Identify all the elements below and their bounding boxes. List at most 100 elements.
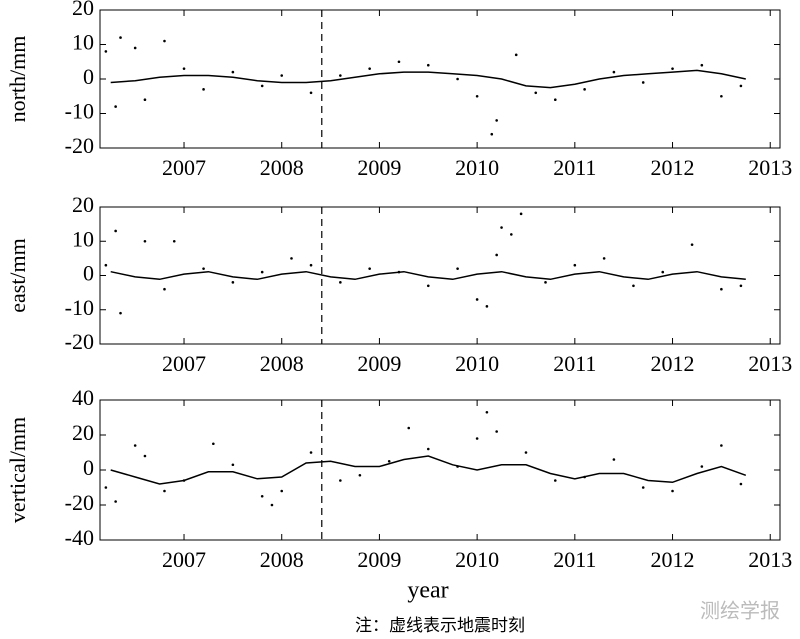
data-point — [260, 494, 264, 498]
plot-frame — [99, 9, 781, 149]
data-point — [739, 84, 743, 88]
data-point — [426, 447, 430, 451]
x-tick-label: 2008 — [260, 547, 304, 572]
data-point — [475, 437, 479, 440]
x-tick-label: 2010 — [455, 547, 499, 572]
data-point — [104, 486, 108, 489]
data-point — [387, 459, 391, 463]
data-point — [119, 36, 122, 39]
data-point — [426, 284, 430, 288]
data-point — [456, 77, 459, 81]
data-point — [500, 226, 503, 229]
x-tick-label: 2008 — [260, 155, 304, 180]
x-tick-label: 2009 — [357, 155, 401, 180]
x-tick-label: 2011 — [553, 351, 596, 376]
data-point — [700, 465, 704, 468]
data-point — [114, 500, 117, 503]
x-tick-label: 2007 — [162, 155, 206, 180]
data-point — [290, 257, 293, 260]
data-point — [407, 426, 411, 430]
y-axis-label: east/mm — [5, 238, 30, 313]
note: 注：虚线表示地震时刻 — [355, 616, 525, 636]
data-point — [739, 284, 743, 288]
data-point — [612, 458, 616, 461]
x-tick-label: 2008 — [260, 351, 304, 376]
data-point — [490, 132, 494, 136]
data-point — [358, 473, 362, 477]
data-point — [553, 98, 557, 101]
data-point — [671, 489, 674, 493]
data-point — [495, 119, 498, 122]
data-point — [495, 253, 498, 257]
y-axis-label: vertical/mm — [5, 417, 30, 523]
data-point — [524, 451, 528, 454]
data-point — [133, 46, 137, 50]
data-point — [114, 105, 117, 108]
data-point — [202, 88, 205, 91]
data-point — [172, 239, 176, 243]
data-point — [309, 91, 313, 95]
data-point — [426, 63, 430, 67]
data-point — [368, 67, 371, 70]
y-axis-label: north/mm — [5, 36, 30, 123]
x-tick-label: 2013 — [748, 155, 792, 180]
x-tick-label: 2007 — [162, 547, 206, 572]
data-point — [260, 84, 264, 88]
data-point — [612, 70, 616, 74]
trend-line — [110, 69, 746, 89]
y-tick-label: 0 — [83, 64, 94, 89]
y-tick-label: -20 — [65, 490, 94, 515]
y-tick-label: -40 — [65, 525, 94, 550]
data-point — [133, 444, 137, 447]
data-point — [495, 430, 498, 433]
y-tick-label: 10 — [72, 226, 94, 251]
data-point — [553, 479, 557, 482]
data-point — [163, 39, 166, 43]
data-point — [720, 287, 723, 291]
data-point — [143, 98, 147, 101]
data-point — [544, 281, 547, 284]
data-point — [397, 60, 401, 64]
trend-line — [110, 455, 747, 485]
y-tick-label: -10 — [65, 295, 94, 320]
data-point — [519, 212, 523, 216]
data-point — [573, 263, 577, 267]
data-point — [202, 267, 205, 270]
y-tick-label: -10 — [65, 99, 94, 124]
data-point — [231, 281, 235, 284]
data-point — [632, 284, 635, 288]
data-point — [104, 263, 108, 267]
data-point — [182, 67, 186, 70]
x-tick-label: 2011 — [553, 547, 596, 572]
data-point — [485, 410, 489, 414]
data-point — [231, 463, 235, 467]
x-tick-label: 2007 — [162, 351, 206, 376]
x-tick-label: 2013 — [748, 547, 792, 572]
x-tick-label: 2009 — [357, 547, 401, 572]
x-tick-label: 2012 — [651, 351, 695, 376]
x-tick-label: 2013 — [748, 351, 792, 376]
data-point — [143, 239, 147, 243]
data-point — [456, 267, 459, 270]
data-point — [260, 270, 264, 274]
data-point — [280, 74, 284, 77]
x-tick-label: 2010 — [455, 155, 499, 180]
data-point — [104, 50, 108, 53]
data-point — [534, 91, 538, 95]
data-point — [163, 489, 166, 493]
data-point — [690, 243, 694, 246]
data-point — [119, 311, 122, 315]
data-point — [583, 88, 586, 91]
data-point — [720, 94, 723, 98]
data-point — [661, 270, 665, 274]
data-point — [339, 74, 342, 77]
data-point — [280, 489, 284, 493]
data-point — [309, 451, 313, 454]
data-point — [671, 67, 674, 70]
y-tick-label: 20 — [72, 420, 94, 445]
x-tick-label: 2010 — [455, 351, 499, 376]
y-tick-label: -20 — [65, 133, 94, 158]
data-point — [339, 281, 342, 284]
data-point — [510, 233, 513, 236]
